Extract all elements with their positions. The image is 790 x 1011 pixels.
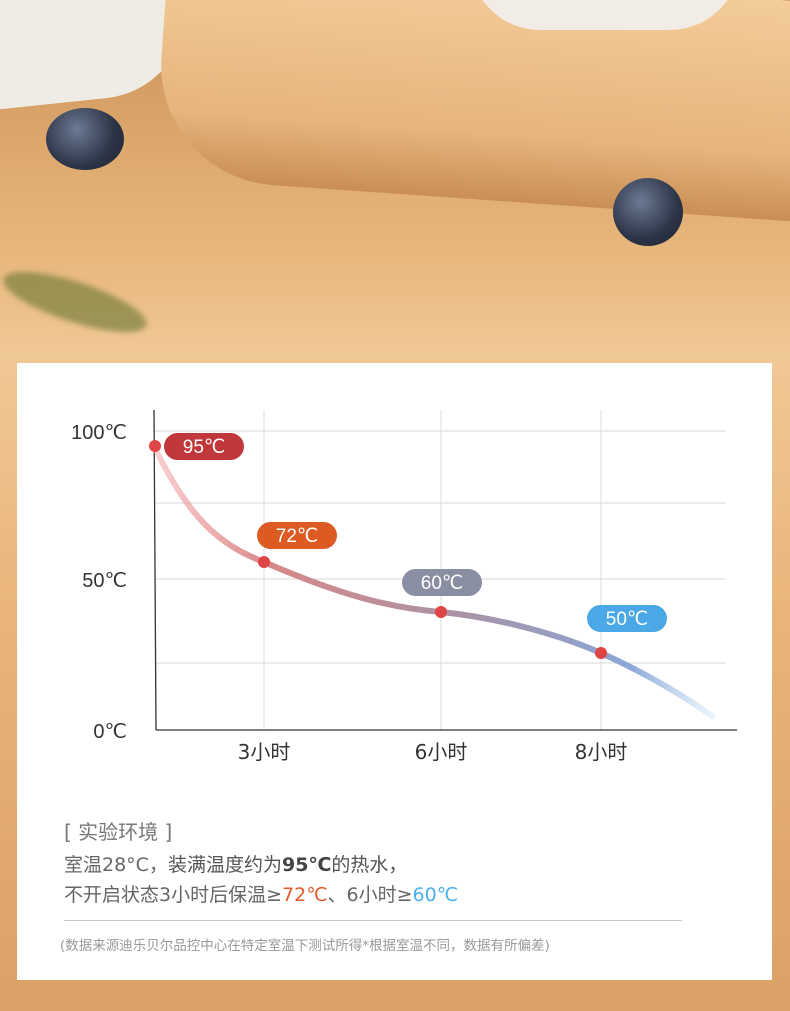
info-card bbox=[17, 363, 772, 980]
blueberry bbox=[46, 108, 124, 170]
blueberry bbox=[613, 178, 683, 246]
temp-6h: 60℃ bbox=[412, 884, 459, 906]
environment-line-1: 室温28°C，装满温度约为95℃的热水， bbox=[64, 850, 407, 877]
text: 室温28°C， bbox=[64, 854, 168, 876]
temp-3h: 72℃ bbox=[282, 884, 328, 906]
temperature-badge-label: 95℃ bbox=[183, 437, 225, 458]
environment-line-2: 不开启状态3小时后保温≥72℃、6小时≥60℃ bbox=[64, 880, 458, 907]
divider bbox=[64, 920, 682, 921]
text: 不开启状态3小时后保温≥ bbox=[64, 884, 283, 906]
data-source-note: (数据来源迪乐贝尔品控中心在特定室温下测试所得*根据室温不同，数据有所偏差) bbox=[60, 938, 550, 954]
y-axis bbox=[153, 409, 157, 731]
temperature-badge bbox=[402, 569, 482, 596]
data-point bbox=[149, 440, 161, 452]
text: 的热水， bbox=[331, 854, 408, 876]
y-tick-label: 50℃ bbox=[82, 570, 127, 592]
environment-title: [ 实验环境 ] bbox=[64, 820, 173, 844]
temperature-badge bbox=[587, 605, 667, 632]
x-tick-label: 6小时 bbox=[415, 740, 468, 764]
temperature-badge bbox=[257, 522, 337, 549]
temperature-badge-label: 72℃ bbox=[276, 526, 318, 547]
temperature-badge-label: 50℃ bbox=[606, 609, 648, 630]
temperature-badge bbox=[164, 433, 244, 460]
data-point bbox=[595, 647, 607, 659]
data-point bbox=[258, 556, 270, 568]
x-tick-label: 3小时 bbox=[238, 740, 291, 764]
cup bbox=[470, 0, 740, 30]
y-tick-label: 0℃ bbox=[93, 721, 127, 743]
text: 装满温度约为 bbox=[167, 854, 282, 876]
y-tick-label: 100℃ bbox=[71, 422, 127, 444]
x-tick-label: 8小时 bbox=[575, 740, 628, 764]
temperature-badge-label: 60℃ bbox=[421, 573, 463, 594]
initial-temp: 95℃ bbox=[281, 854, 332, 876]
text: 、6小时≥ bbox=[327, 884, 413, 906]
data-point bbox=[435, 606, 447, 618]
